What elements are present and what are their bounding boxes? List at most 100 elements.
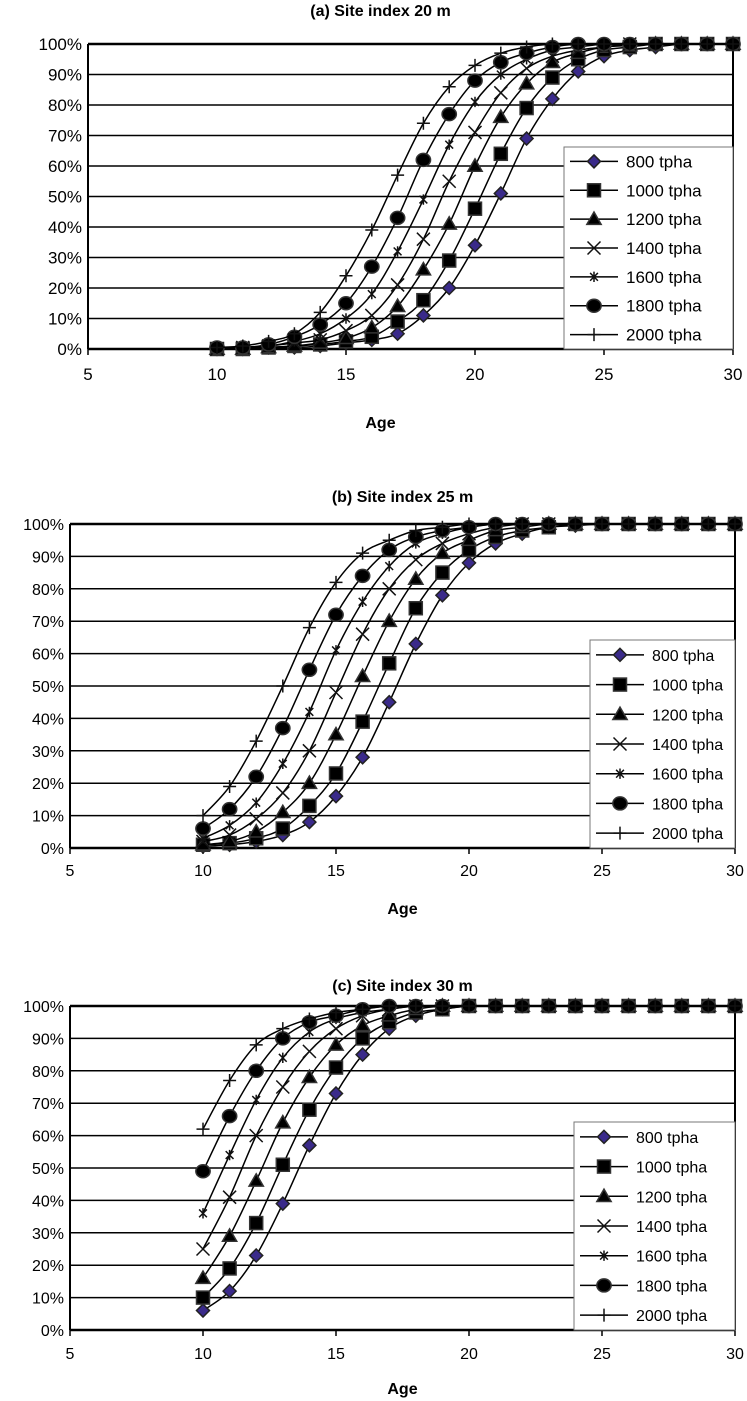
series-1800-tpha xyxy=(209,36,741,355)
data-point xyxy=(275,821,291,836)
data-point xyxy=(489,517,503,531)
data-point xyxy=(367,288,377,300)
y-tick-label: 80% xyxy=(32,1064,64,1081)
data-point xyxy=(441,280,457,296)
data-point xyxy=(247,823,265,838)
x-tick-label: 25 xyxy=(595,365,614,384)
data-point xyxy=(466,157,484,172)
data-point xyxy=(300,1068,318,1084)
data-point xyxy=(355,627,370,642)
data-point xyxy=(278,1052,288,1064)
legend-label: 800 tpha xyxy=(652,648,714,665)
data-point xyxy=(389,210,406,226)
data-point xyxy=(195,1163,211,1179)
data-point xyxy=(356,1002,370,1016)
data-point xyxy=(331,645,341,656)
data-point xyxy=(444,139,454,150)
data-point xyxy=(545,37,559,51)
data-point xyxy=(276,679,290,693)
data-point xyxy=(328,766,344,781)
data-point xyxy=(571,37,585,51)
data-point xyxy=(393,246,403,257)
chart-panel: (b) Site index 25 m 0% 10% 20% 30% 40% 50% 60% 7… xyxy=(23,489,744,918)
data-point xyxy=(520,40,534,54)
x-tick-label: 20 xyxy=(460,1346,478,1363)
data-point xyxy=(674,37,688,51)
legend-label: 800 tpha xyxy=(636,1130,698,1147)
y-tick-label: 70% xyxy=(32,614,64,631)
data-point xyxy=(365,223,379,237)
data-point xyxy=(327,725,345,741)
legend-marker-triangle-icon xyxy=(595,1187,613,1203)
legend-label: 1800 tpha xyxy=(626,297,702,316)
y-tick-label: 0% xyxy=(41,1323,64,1340)
data-point xyxy=(341,313,351,324)
legend-label: 1600 tpha xyxy=(652,767,723,784)
data-point xyxy=(415,152,432,168)
data-point xyxy=(302,1102,317,1117)
data-point xyxy=(416,116,430,130)
data-point xyxy=(675,999,689,1013)
data-point xyxy=(728,517,742,531)
data-point xyxy=(195,1290,211,1305)
data-point xyxy=(542,517,556,531)
data-point xyxy=(356,546,370,560)
legend-marker-x-icon xyxy=(612,736,628,752)
legend-label: 1200 tpha xyxy=(636,1189,707,1206)
chart-title: (b) Site index 25 m xyxy=(332,489,473,506)
data-point xyxy=(701,999,715,1013)
data-point xyxy=(354,568,371,584)
data-point xyxy=(623,37,637,51)
legend-label: 1800 tpha xyxy=(652,796,723,813)
data-point xyxy=(276,1022,290,1036)
data-point xyxy=(382,999,396,1013)
data-point xyxy=(363,319,381,334)
data-point xyxy=(494,46,508,60)
data-point xyxy=(595,517,609,531)
data-point xyxy=(648,517,662,531)
data-point xyxy=(302,621,316,635)
data-point xyxy=(329,1005,343,1019)
data-point xyxy=(222,828,237,843)
legend-marker-circle-icon xyxy=(586,298,602,313)
y-tick-label: 50% xyxy=(32,1161,64,1178)
data-point xyxy=(355,714,370,729)
chart-title: (c) Site index 30 m xyxy=(332,978,473,995)
y-tick-label: 40% xyxy=(48,218,82,237)
data-point xyxy=(251,797,261,808)
data-point xyxy=(408,636,424,652)
data-point xyxy=(568,517,582,531)
data-point xyxy=(363,259,380,274)
data-point xyxy=(622,999,636,1013)
x-tick-label: 25 xyxy=(593,1346,611,1363)
data-point xyxy=(223,779,237,793)
data-point xyxy=(287,327,301,341)
data-point xyxy=(467,237,483,253)
data-point xyxy=(248,1215,264,1231)
data-point xyxy=(222,1283,238,1299)
data-point xyxy=(409,999,423,1013)
data-point xyxy=(338,296,354,311)
y-tick-label: 30% xyxy=(32,1226,64,1243)
data-point xyxy=(409,523,423,537)
data-point xyxy=(274,720,291,736)
y-tick-label: 100% xyxy=(23,999,64,1016)
x-tick-label: 20 xyxy=(466,365,485,384)
y-tick-label: 90% xyxy=(32,549,64,566)
data-point xyxy=(195,821,211,836)
x-axis-label: Age xyxy=(387,1381,417,1398)
x-tick-label: 10 xyxy=(194,863,212,880)
data-point xyxy=(236,339,250,353)
data-point xyxy=(493,185,509,202)
data-point xyxy=(355,749,371,765)
data-point xyxy=(416,232,431,247)
legend-marker-triangle-icon xyxy=(585,210,603,226)
data-point xyxy=(568,999,582,1013)
data-point xyxy=(519,100,534,116)
data-point xyxy=(390,314,405,329)
legend: 800 tpha 1000 tpha 1200 tpha 1400 tpha 1600 … xyxy=(573,1121,736,1331)
y-tick-label: 10% xyxy=(32,1291,64,1308)
data-point xyxy=(648,999,662,1013)
legend-marker-circle-icon xyxy=(612,796,628,811)
